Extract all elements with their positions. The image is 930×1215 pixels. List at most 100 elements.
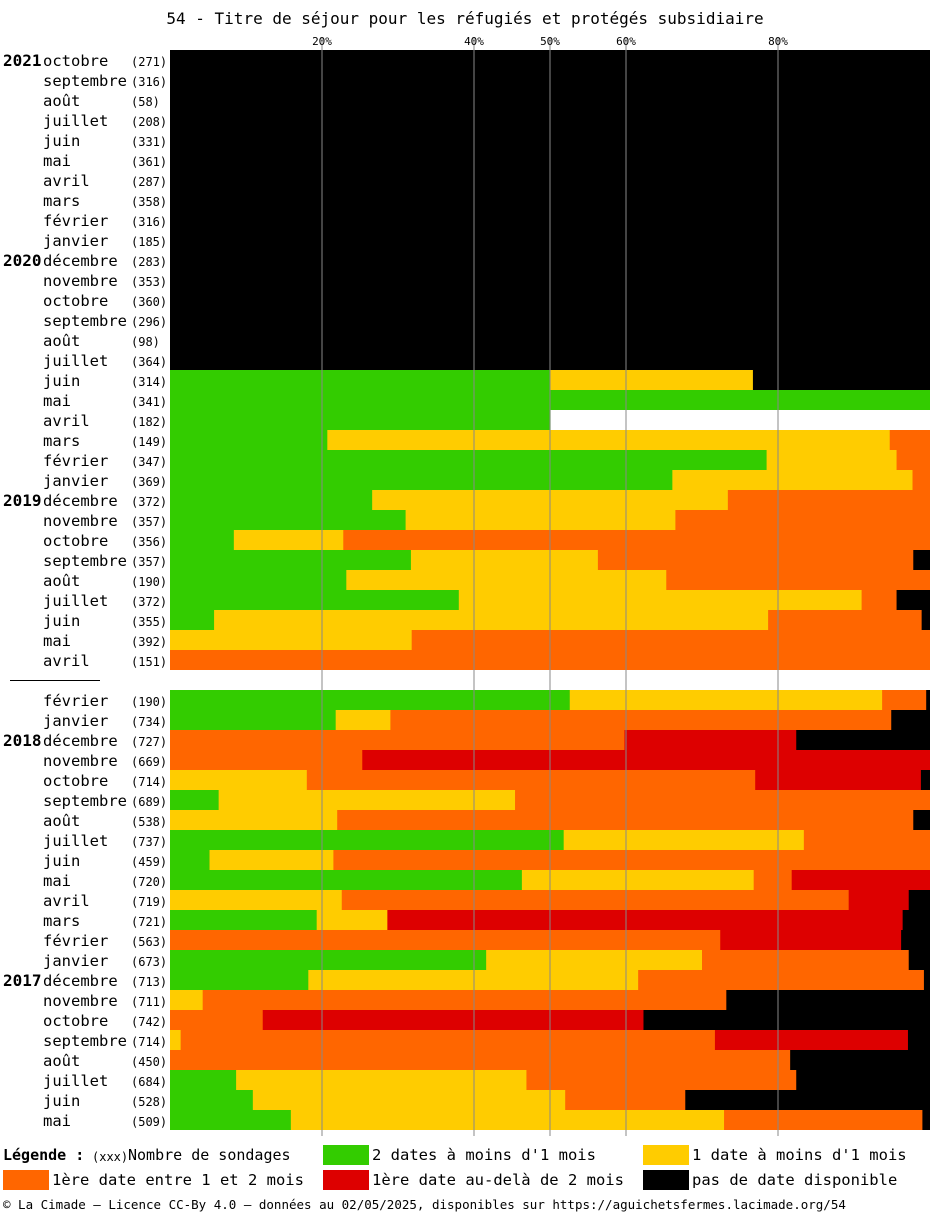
bar-segment <box>362 750 930 770</box>
bar-segment <box>180 1030 716 1050</box>
month-label: septembre <box>43 72 127 90</box>
count-label: (151) <box>131 655 167 669</box>
month-label: janvier <box>43 712 108 730</box>
bar-segment <box>390 710 892 730</box>
bar-segment <box>790 1050 930 1070</box>
bar-segment <box>921 610 930 630</box>
count-label: (316) <box>131 75 167 89</box>
bar-segment <box>896 590 930 610</box>
bar-segment <box>768 610 923 630</box>
bar-segment <box>726 990 930 1010</box>
month-label: juin <box>43 372 80 390</box>
month-label: septembre <box>43 552 127 570</box>
bar-segment <box>896 450 930 470</box>
month-label: octobre <box>43 52 108 70</box>
legend-swatch-green <box>323 1145 369 1165</box>
bar-segment <box>290 1110 725 1130</box>
count-label: (711) <box>131 995 167 1009</box>
month-label: septembre <box>43 1032 127 1050</box>
count-label: (185) <box>131 235 167 249</box>
bar-segment <box>913 810 930 830</box>
bar-segment <box>343 530 930 550</box>
bar-segment <box>922 1110 930 1130</box>
bar-segment <box>803 830 930 850</box>
bar-segment <box>675 510 930 530</box>
month-label: mars <box>43 192 80 210</box>
count-label: (314) <box>131 375 167 389</box>
count-label: (669) <box>131 755 167 769</box>
count-label: (714) <box>131 775 167 789</box>
count-label: (296) <box>131 315 167 329</box>
month-label: juillet <box>43 1072 108 1090</box>
month-label: avril <box>43 172 90 190</box>
bar-segment <box>791 870 930 890</box>
bar-segment <box>170 1030 182 1050</box>
bar-segment <box>766 450 898 470</box>
count-label: (528) <box>131 1095 167 1109</box>
bar-segment <box>306 770 756 790</box>
bar-segment <box>262 1010 645 1030</box>
month-label: octobre <box>43 1012 108 1030</box>
bar-segment <box>170 790 220 810</box>
month-label: juillet <box>43 352 108 370</box>
count-label: (459) <box>131 855 167 869</box>
bar-segment <box>170 970 309 990</box>
count-label: (372) <box>131 595 167 609</box>
bar-segment <box>882 690 927 710</box>
month-label: juin <box>43 852 80 870</box>
footer-credits: © La Cimade – Licence CC-By 4.0 – donnée… <box>3 1197 846 1212</box>
bar-segment <box>170 550 412 570</box>
bar-segment <box>335 710 391 730</box>
bar-segment <box>638 970 925 990</box>
bar-segment <box>908 950 930 970</box>
month-label: juin <box>43 132 80 150</box>
count-label: (689) <box>131 795 167 809</box>
month-label: janvier <box>43 472 108 490</box>
legend-label-green: 2 dates à moins d'1 mois <box>372 1146 596 1164</box>
bar-segment <box>170 1070 237 1090</box>
bar-segment <box>912 470 930 490</box>
count-label: (714) <box>131 1035 167 1049</box>
bar-segment <box>926 690 930 710</box>
bar-segment <box>515 790 930 810</box>
bar-segment <box>902 910 930 930</box>
bar-segment <box>901 930 930 950</box>
month-label: août <box>43 92 80 110</box>
bar-segment <box>666 570 930 590</box>
legend-swatch-black <box>643 1170 689 1190</box>
bar-segment <box>170 770 308 790</box>
bar-segment <box>252 1090 566 1110</box>
bar-segment <box>526 1070 797 1090</box>
month-label: novembre <box>43 752 118 770</box>
bar-segment <box>170 990 204 1010</box>
month-label: février <box>43 452 108 470</box>
bar-segment <box>702 950 910 970</box>
bar-segment <box>214 610 769 630</box>
month-label: mai <box>43 392 71 410</box>
bar-segment <box>891 710 930 730</box>
month-label: juillet <box>43 112 108 130</box>
month-label: mai <box>43 872 71 890</box>
count-label: (190) <box>131 575 167 589</box>
count-label: (673) <box>131 955 167 969</box>
count-label: (331) <box>131 135 167 149</box>
count-label: (356) <box>131 535 167 549</box>
bar-segment <box>170 690 571 710</box>
count-label: (684) <box>131 1075 167 1089</box>
count-label: (190) <box>131 695 167 709</box>
count-label: (58) <box>131 95 160 109</box>
count-label: (358) <box>131 195 167 209</box>
bar-segment <box>889 430 930 450</box>
month-label: décembre <box>43 252 118 270</box>
bar-segment <box>387 910 904 930</box>
bar-segment <box>218 790 516 810</box>
month-label: avril <box>43 892 90 910</box>
bar-segment <box>170 710 337 730</box>
month-label: novembre <box>43 272 118 290</box>
bar-segment <box>170 810 338 830</box>
count-label: (372) <box>131 495 167 509</box>
month-label: décembre <box>43 492 118 510</box>
count-label: (287) <box>131 175 167 189</box>
month-label: novembre <box>43 992 118 1010</box>
count-label: (369) <box>131 475 167 489</box>
